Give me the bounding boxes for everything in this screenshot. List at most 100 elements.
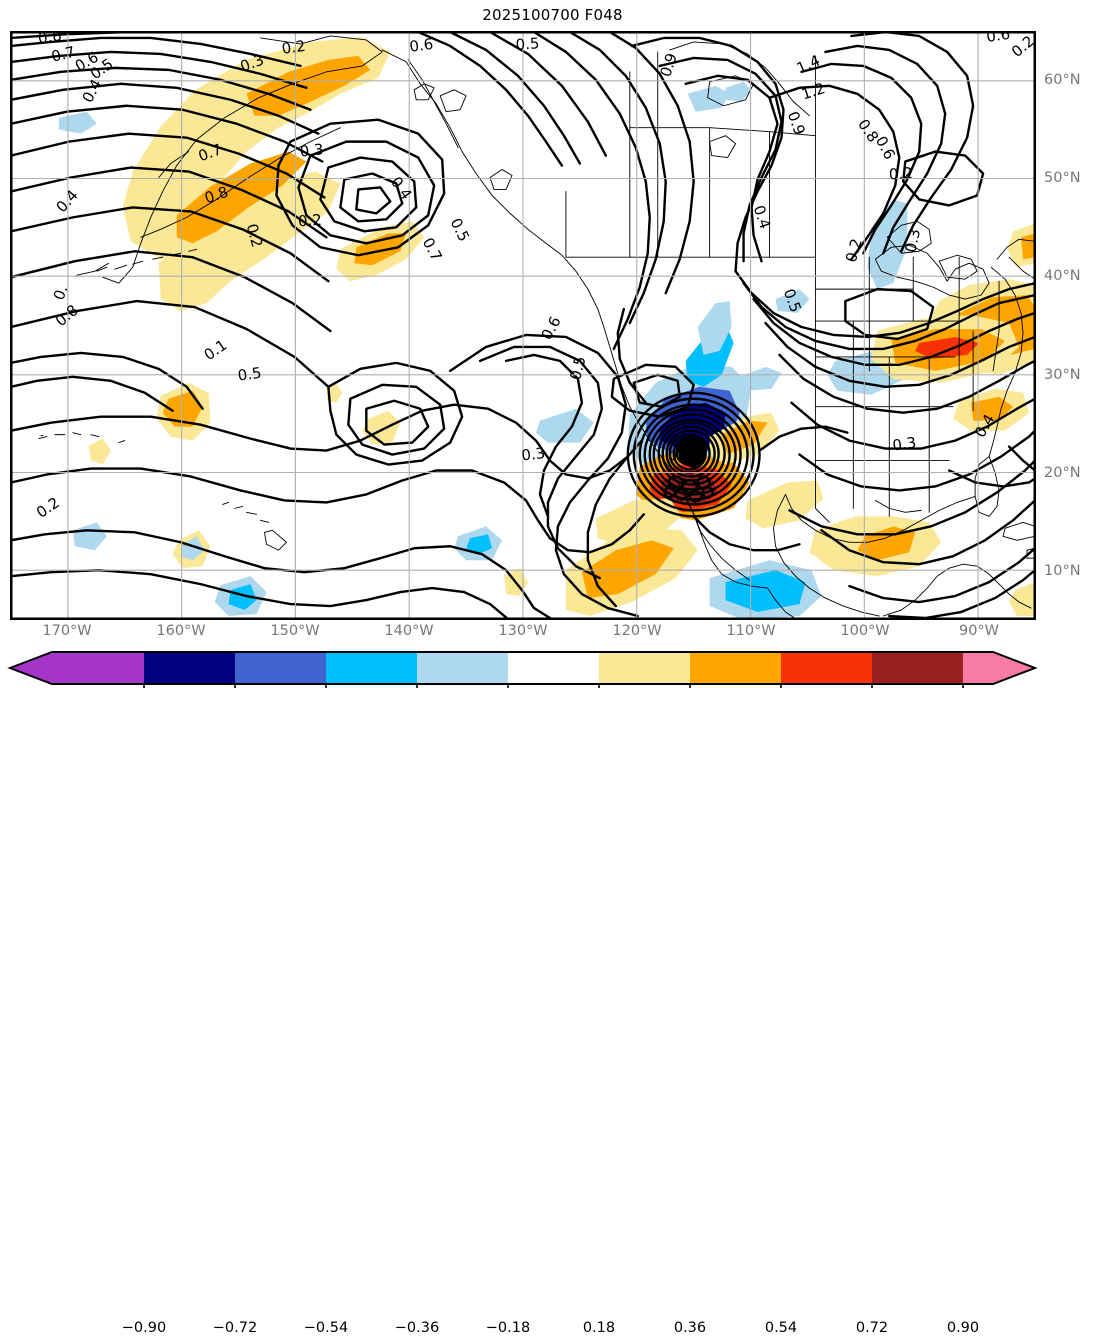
fill-positive-mex xyxy=(745,480,824,529)
fill-negative-small xyxy=(739,366,782,391)
map-panel: 0.8 0.7 0.6 0.5 0.4 0.4 0. 0.8 0.7 0.8 0… xyxy=(10,31,1036,620)
colorbar-tick-label: 0.90 xyxy=(946,1320,980,1336)
cyclone-core-marker xyxy=(677,436,708,469)
svg-text:0.6: 0.6 xyxy=(408,35,434,56)
svg-text:0.6: 0.6 xyxy=(985,32,1011,46)
fill-negative-ne2 xyxy=(725,81,752,102)
svg-text:0.5: 0.5 xyxy=(237,364,263,385)
lon-tick-label: 100°W xyxy=(840,623,890,639)
colorbar-seg-8 xyxy=(781,652,872,684)
fill-positive-blob-b xyxy=(362,410,401,445)
fill-positive-alaska-core2 xyxy=(176,151,307,244)
svg-text:0.7: 0.7 xyxy=(50,43,77,66)
lon-tick-label: 120°W xyxy=(612,623,662,639)
svg-text:0.8: 0.8 xyxy=(52,301,82,330)
svg-text:1.4: 1.4 xyxy=(794,51,823,77)
fill-positive-blob-c xyxy=(88,438,111,465)
colorbar-seg-1 xyxy=(144,652,235,684)
colorbar-seg-3 xyxy=(326,652,417,684)
svg-text:0.5: 0.5 xyxy=(447,215,474,244)
fill-negative-blob-g-core xyxy=(725,570,806,613)
svg-text:0.5: 0.5 xyxy=(566,354,589,381)
svg-text:0.2: 0.2 xyxy=(243,222,267,250)
svg-text:0.2: 0.2 xyxy=(888,164,913,184)
svg-text:0.: 0. xyxy=(50,283,72,303)
svg-text:0.3: 0.3 xyxy=(891,433,917,454)
contour-map: 0.8 0.7 0.6 0.5 0.4 0.4 0. 0.8 0.7 0.8 0… xyxy=(11,32,1035,619)
fill-positive-fl-core xyxy=(971,396,1014,421)
svg-text:0.2: 0.2 xyxy=(33,493,63,521)
colorbar-outline xyxy=(7,651,1038,685)
coastline-layer xyxy=(38,35,1035,619)
lat-tick-label: 30°N xyxy=(1044,367,1081,383)
lon-tick-label: 170°W xyxy=(42,623,92,639)
fill-positive-swbc-core xyxy=(354,233,407,266)
svg-text:0.7: 0.7 xyxy=(419,235,446,264)
figure-root: 2025100700 F048 xyxy=(0,6,1105,1336)
contour-layer xyxy=(11,32,1035,619)
gridline-layer xyxy=(11,32,1035,619)
fill-negative-blob-d xyxy=(535,408,594,443)
colorbar-tick-label: 0.72 xyxy=(855,1320,889,1336)
lon-tick-label: 110°W xyxy=(726,623,776,639)
svg-text:0.3: 0.3 xyxy=(521,444,547,464)
colorbar-seg-2 xyxy=(235,652,326,684)
fill-positive-ne-edge2 xyxy=(1021,233,1035,260)
svg-text:0.6: 0.6 xyxy=(538,313,565,342)
svg-text:0.1: 0.1 xyxy=(201,336,231,364)
fill-negative-blob-e-core xyxy=(466,534,493,555)
colorbar-tick-label: −0.36 xyxy=(394,1320,440,1336)
colorbar-extend-right xyxy=(993,652,1035,684)
svg-text:0.2: 0.2 xyxy=(281,37,307,58)
fill-positive-alaska-core xyxy=(246,55,371,116)
fill-positive-sw-band-core xyxy=(581,540,674,599)
fill-positive-seedge xyxy=(1009,582,1035,617)
colorbar-tick-label: −0.72 xyxy=(212,1320,258,1336)
fill-negative-blob-a xyxy=(58,111,97,134)
colorbar-tick-label: 0.36 xyxy=(673,1320,707,1336)
fill-negative-blob-c-core xyxy=(228,584,257,611)
colorbar-tick-label: 0.54 xyxy=(764,1320,798,1336)
svg-text:0.3: 0.3 xyxy=(902,227,925,254)
colorbar-tick-label: −0.54 xyxy=(303,1320,349,1336)
fill-negative-blob-b xyxy=(72,522,107,551)
svg-text:0.5: 0.5 xyxy=(515,34,540,54)
svg-text:0.3: 0.3 xyxy=(299,140,325,160)
lon-tick-label: 130°W xyxy=(498,623,548,639)
svg-text:0.2: 0.2 xyxy=(297,211,322,231)
svg-text:0.2: 0.2 xyxy=(842,237,866,265)
lat-tick-label: 40°N xyxy=(1044,268,1081,284)
fill-negative-blob-f xyxy=(180,536,205,561)
colorbar-seg-5 xyxy=(508,652,599,684)
colorbar-tick-label: −0.90 xyxy=(121,1320,167,1336)
lon-tick-label: 90°W xyxy=(958,623,1000,639)
fill-positive-blob-a-core xyxy=(162,390,203,427)
colorbar-tick-label: −0.18 xyxy=(485,1320,531,1336)
svg-text:0.8: 0.8 xyxy=(669,448,689,464)
lat-tick-label: 50°N xyxy=(1044,170,1081,186)
colorbar-seg-4 xyxy=(417,652,508,684)
lat-tick-label: 60°N xyxy=(1044,72,1081,88)
colorbar-seg-9 xyxy=(872,652,963,684)
fill-positive-sw-band2 xyxy=(595,498,682,547)
colorbar[interactable]: −0.90 −0.72 −0.54 −0.36 −0.18 0.18 0.36 … xyxy=(0,648,1105,1336)
colorbar-extend-left xyxy=(10,652,52,684)
lon-tick-label: 140°W xyxy=(384,623,434,639)
lon-tick-label: 150°W xyxy=(270,623,320,639)
lat-tick-label: 10°N xyxy=(1044,563,1081,579)
fill-negative-small2 xyxy=(775,289,810,314)
colorbar-seg-6 xyxy=(599,652,690,684)
svg-text:1.2: 1.2 xyxy=(799,79,827,103)
fill-positive-ohiovalley-core2 xyxy=(915,336,980,359)
colorbar-seg-10 xyxy=(963,652,993,684)
svg-text:0.2: 0.2 xyxy=(1008,32,1035,61)
colorbar-svg[interactable] xyxy=(0,648,1105,688)
colorbar-tick-label: 0.18 xyxy=(582,1320,616,1336)
colorbar-seg-7 xyxy=(690,652,781,684)
figure-title: 2025100700 F048 xyxy=(482,6,623,24)
svg-text:0.8: 0.8 xyxy=(37,32,64,48)
svg-text:0.9: 0.9 xyxy=(656,51,680,79)
colorbar-seg-0 xyxy=(52,652,144,684)
lon-tick-label: 160°W xyxy=(156,623,206,639)
colorbar-ticks xyxy=(143,684,964,688)
